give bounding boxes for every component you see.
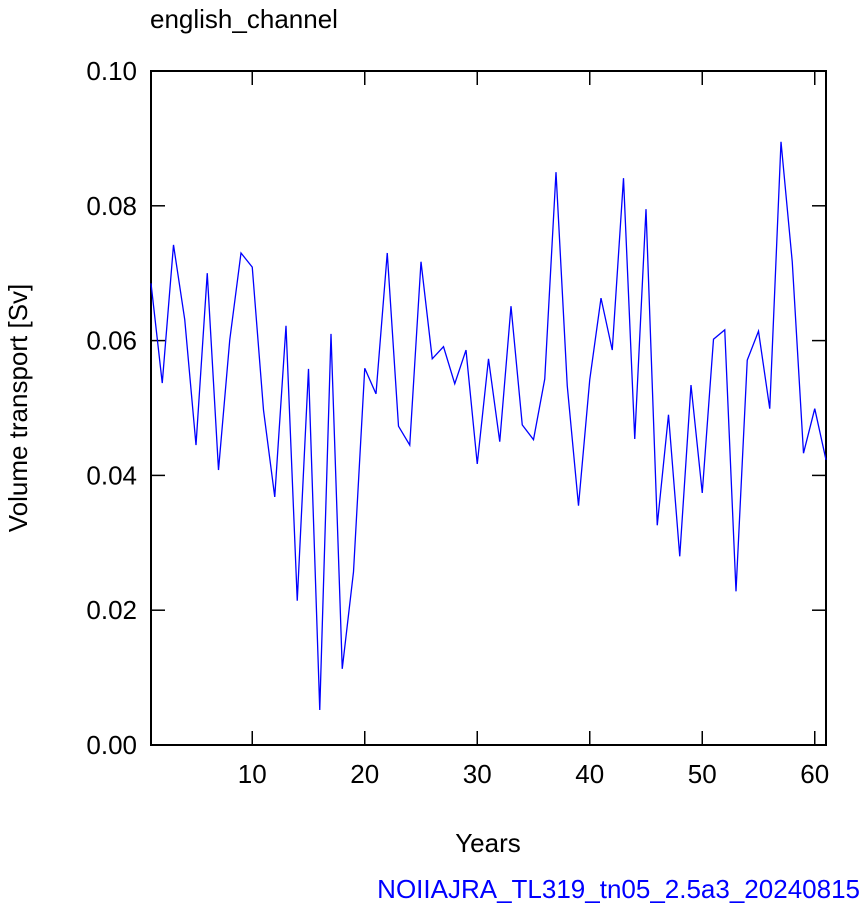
x-tick-label: 50 <box>688 759 717 789</box>
x-tick-label: 60 <box>800 759 829 789</box>
x-tick-label: 20 <box>350 759 379 789</box>
x-tick-label: 10 <box>238 759 267 789</box>
chart-title: english_channel <box>150 4 338 34</box>
y-tick-label: 0.08 <box>86 191 137 221</box>
x-tick-label: 30 <box>463 759 492 789</box>
x-tick-label: 40 <box>575 759 604 789</box>
data-line <box>150 141 827 710</box>
plot-frame <box>150 70 827 746</box>
y-tick-label: 0.04 <box>86 460 137 490</box>
y-tick-label: 0.02 <box>86 595 137 625</box>
footnote: NOIIAJRA_TL319_tn05_2.5a3_20240815 <box>377 874 860 904</box>
x-axis-label: Years <box>455 828 521 858</box>
y-tick-label: 0.00 <box>86 730 137 760</box>
y-tick-label: 0.10 <box>86 56 137 86</box>
y-tick-label: 0.06 <box>86 326 137 356</box>
y-axis-label: Volume transport [Sv] <box>3 284 33 533</box>
